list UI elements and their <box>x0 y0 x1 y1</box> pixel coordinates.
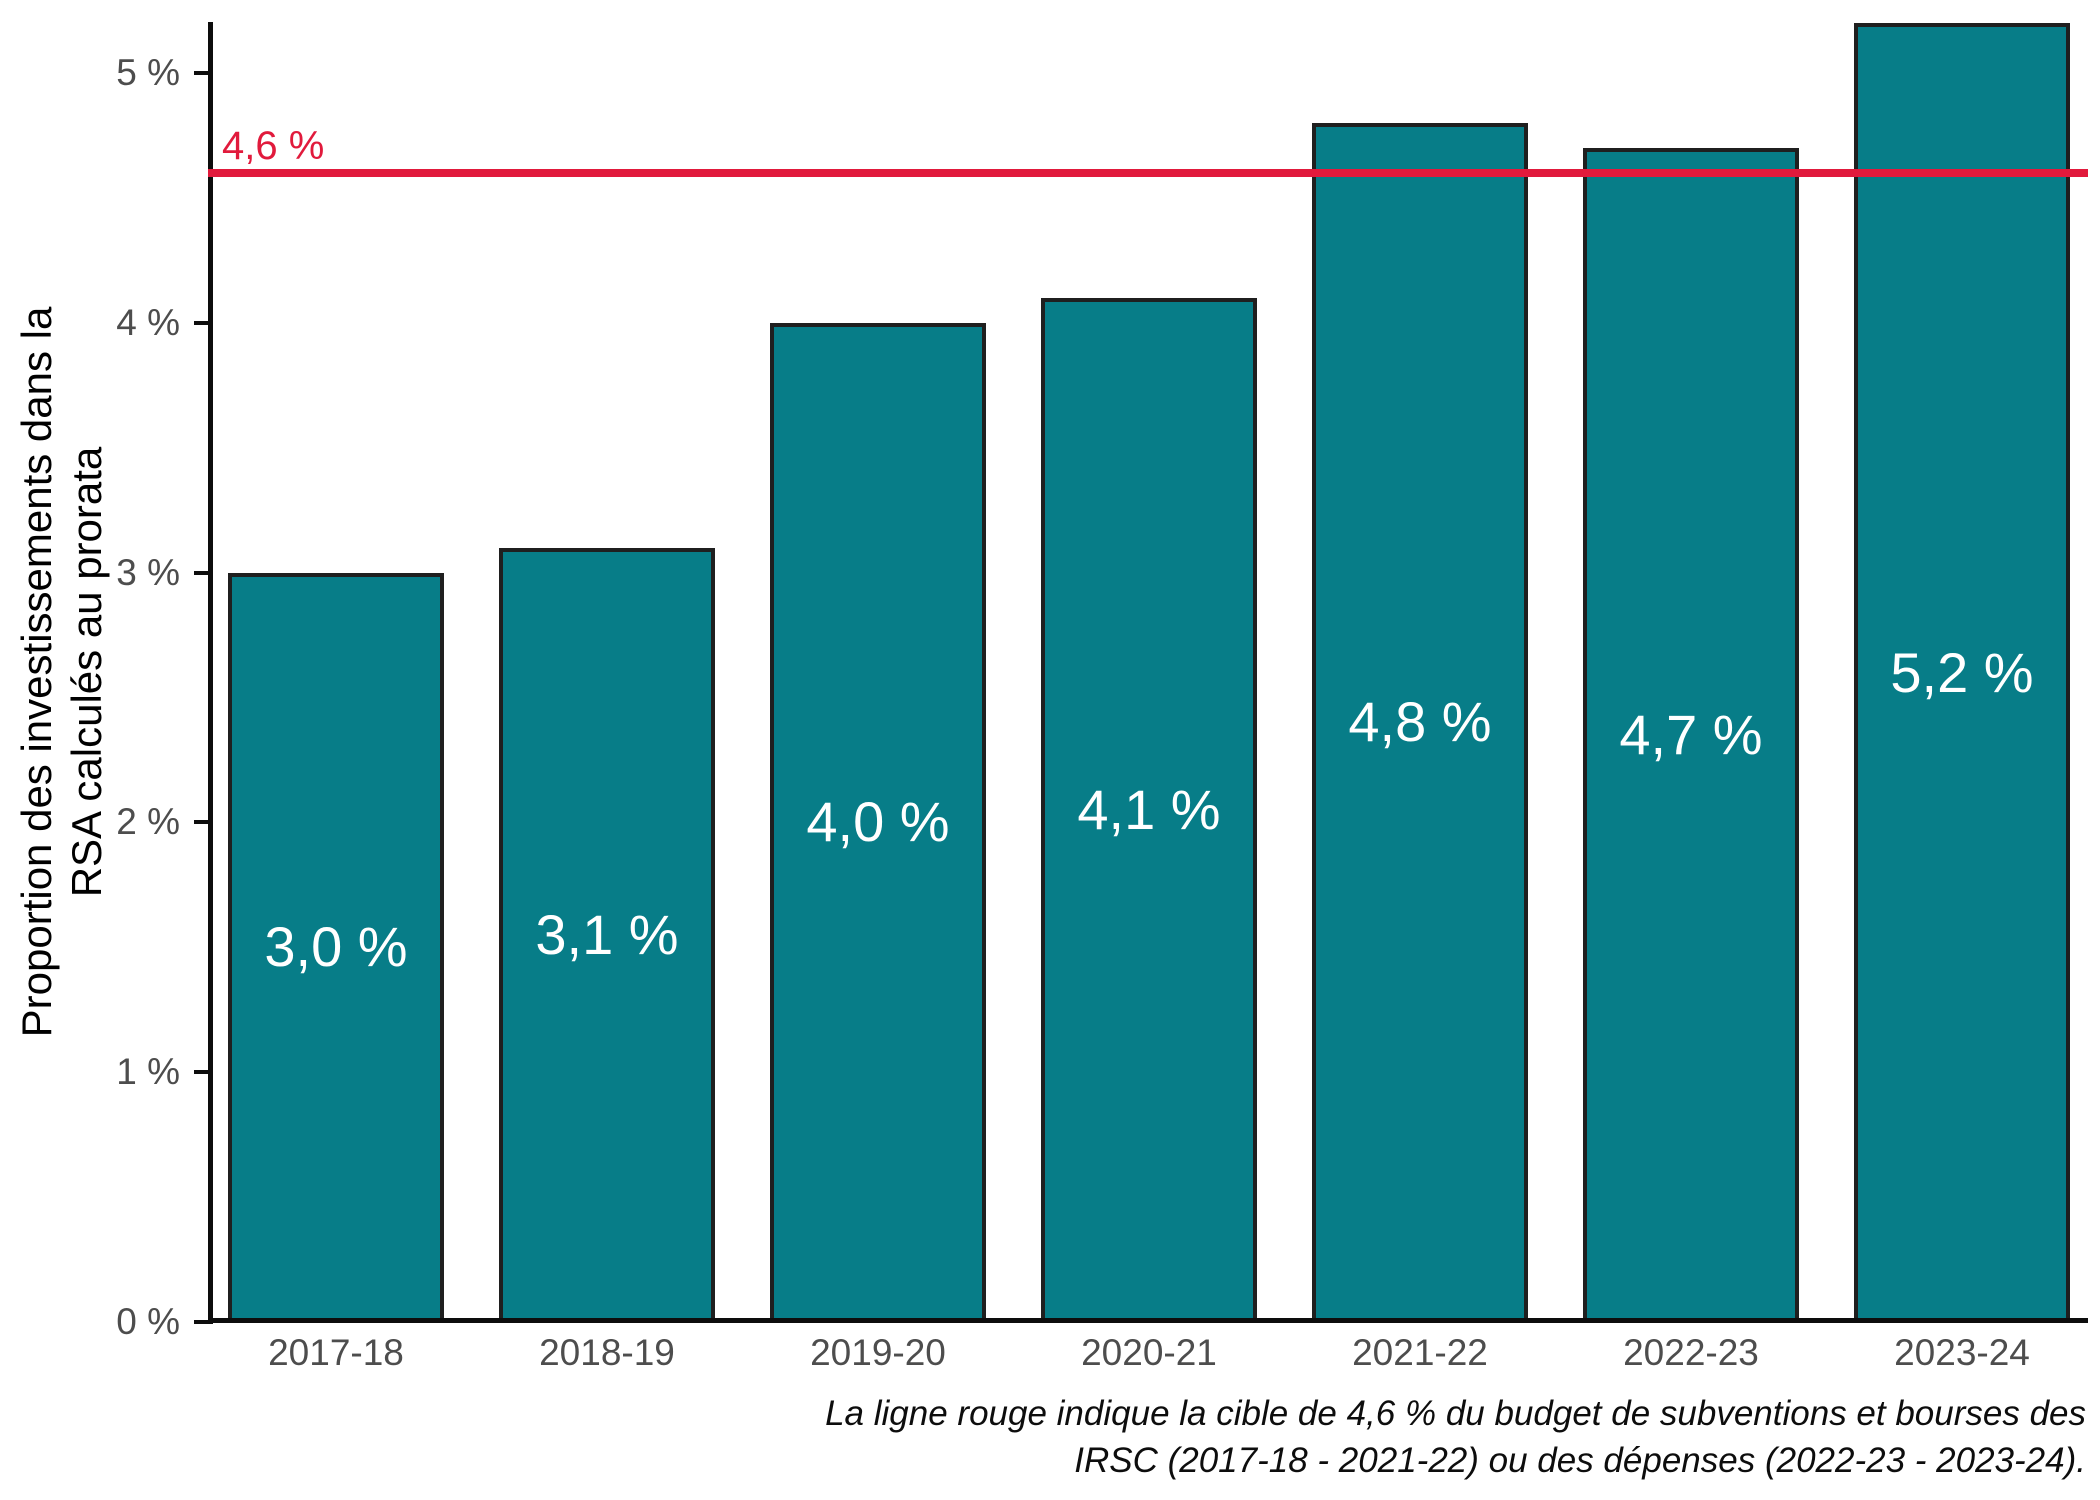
bar-2021-22 <box>1312 122 1528 1322</box>
bar-value-label: 4,0 % <box>806 790 950 854</box>
bar-2023-24 <box>1854 23 2070 1322</box>
y-tick-label: 3 % <box>116 551 180 593</box>
y-tick-label: 2 % <box>116 801 180 843</box>
y-axis-title-line1: Proportion des investissements dans la <box>13 306 60 1038</box>
y-tick-label: 4 % <box>116 301 180 343</box>
bar-2018-19 <box>499 547 715 1322</box>
y-tick-mark <box>194 71 208 75</box>
y-tick-mark <box>194 1070 208 1075</box>
bar-2020-21 <box>1041 297 1257 1322</box>
x-tick-label: 2017-18 <box>268 1332 404 1373</box>
y-tick-label: 5 % <box>116 52 180 93</box>
x-tick-label: 2022-23 <box>1623 1332 1759 1373</box>
target-reference-line <box>208 168 2088 177</box>
x-axis-line <box>208 1318 2088 1323</box>
y-axis-title-line2: RSA calculés au prorata <box>63 446 110 898</box>
y-tick-mark <box>194 820 208 825</box>
y-tick-mark <box>194 1320 208 1324</box>
bar-value-label: 4,1 % <box>1077 777 1221 841</box>
y-axis-title: Proportion des investissements dans la R… <box>12 307 112 1038</box>
target-value-label: 4,6 % <box>222 123 325 168</box>
x-tick-label: 2023-24 <box>1894 1332 2030 1373</box>
bar-value-label: 4,7 % <box>1619 702 1763 766</box>
y-tick-mark <box>194 320 208 325</box>
y-tick-mark <box>194 570 208 575</box>
x-tick-label: 2019-20 <box>810 1332 946 1373</box>
caption-line2: IRSC (2017-18 - 2021-22) ou des dépenses… <box>1074 1441 2086 1480</box>
x-tick-label: 2018-19 <box>539 1332 675 1373</box>
y-tick-label: 0 % <box>116 1301 180 1342</box>
bar-value-label: 4,8 % <box>1348 690 1492 754</box>
x-tick-label: 2021-22 <box>1352 1332 1488 1373</box>
bar-value-label: 3,0 % <box>264 915 408 979</box>
caption-line1: La ligne rouge indique la cible de 4,6 %… <box>825 1394 2086 1433</box>
bar-value-label: 3,1 % <box>535 902 679 966</box>
bar-2022-23 <box>1583 147 1799 1322</box>
bar-value-label: 5,2 % <box>1890 640 2034 704</box>
x-tick-label: 2020-21 <box>1081 1332 1217 1373</box>
y-tick-label: 1 % <box>116 1051 180 1093</box>
bar-2017-18 <box>228 572 444 1322</box>
caption: La ligne rouge indique la cible de 4,6 %… <box>486 1390 2086 1484</box>
y-axis-line <box>208 22 213 1324</box>
